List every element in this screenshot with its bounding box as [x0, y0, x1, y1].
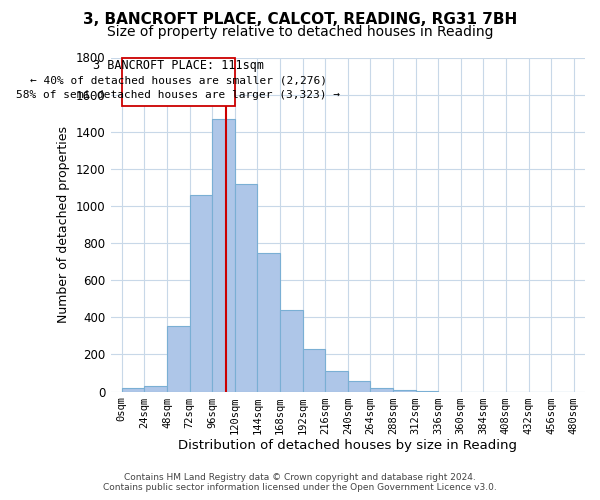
Bar [190, 195, 212, 392]
Bar [370, 388, 393, 392]
Y-axis label: Number of detached properties: Number of detached properties [58, 126, 70, 323]
Bar [167, 326, 190, 392]
Bar [393, 390, 416, 392]
Bar [145, 386, 167, 392]
Text: 58% of semi-detached houses are larger (3,323) →: 58% of semi-detached houses are larger (… [16, 90, 340, 100]
Bar [280, 310, 302, 392]
Bar [302, 349, 325, 392]
Bar [212, 118, 235, 392]
Text: Contains HM Land Registry data © Crown copyright and database right 2024.
Contai: Contains HM Land Registry data © Crown c… [103, 473, 497, 492]
Bar [348, 382, 370, 392]
Text: 3, BANCROFT PLACE, CALCOT, READING, RG31 7BH: 3, BANCROFT PLACE, CALCOT, READING, RG31… [83, 12, 517, 28]
Bar [257, 254, 280, 392]
Bar [122, 388, 145, 392]
Bar [235, 184, 257, 392]
X-axis label: Distribution of detached houses by size in Reading: Distribution of detached houses by size … [178, 440, 517, 452]
Bar [325, 371, 348, 392]
Text: Size of property relative to detached houses in Reading: Size of property relative to detached ho… [107, 25, 493, 39]
Text: ← 40% of detached houses are smaller (2,276): ← 40% of detached houses are smaller (2,… [30, 75, 327, 85]
FancyBboxPatch shape [122, 58, 235, 106]
Text: 3 BANCROFT PLACE: 111sqm: 3 BANCROFT PLACE: 111sqm [93, 59, 264, 72]
